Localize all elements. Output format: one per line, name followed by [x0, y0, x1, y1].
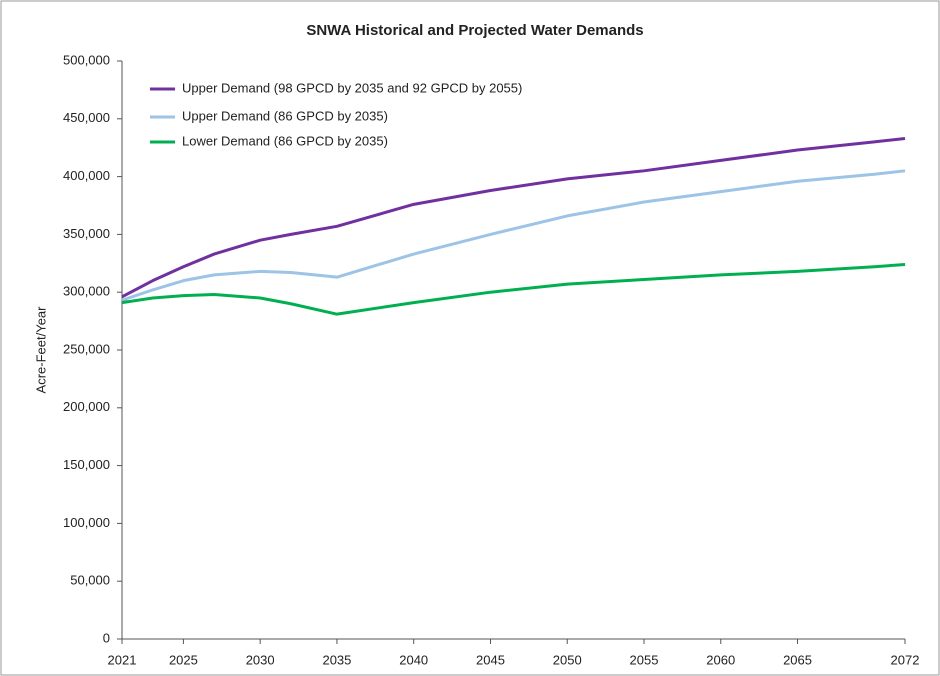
- y-tick-label: 250,000: [63, 341, 110, 356]
- y-tick-label: 300,000: [63, 284, 110, 299]
- y-tick-label: 100,000: [63, 515, 110, 530]
- series-line: [121, 169, 906, 302]
- y-axis-label: Acre-Feet/Year: [33, 306, 48, 394]
- y-tick-label: 400,000: [63, 168, 110, 183]
- series-line: [121, 136, 906, 299]
- x-tick-label: 2055: [630, 652, 659, 667]
- x-tick-label: 2021: [108, 652, 137, 667]
- x-tick-label: 2060: [706, 652, 735, 667]
- x-tick-label: 2065: [783, 652, 812, 667]
- y-tick-label: 50,000: [70, 573, 110, 588]
- legend-label: Upper Demand (98 GPCD by 2035 and 92 GPC…: [182, 80, 522, 95]
- y-tick-label: 350,000: [63, 226, 110, 241]
- x-tick-label: 2030: [246, 652, 275, 667]
- chart-title: SNWA Historical and Projected Water Dema…: [306, 22, 643, 39]
- y-tick-label: 150,000: [63, 457, 110, 472]
- x-tick-label: 2025: [169, 652, 198, 667]
- y-tick-label: 500,000: [63, 52, 110, 67]
- x-tick-label: 2035: [322, 652, 351, 667]
- x-tick-label: 2045: [476, 652, 505, 667]
- legend-label: Lower Demand (86 GPCD by 2035): [182, 133, 388, 148]
- x-tick-label: 2072: [891, 652, 920, 667]
- y-tick-label: 450,000: [63, 110, 110, 125]
- x-tick-label: 2050: [553, 652, 582, 667]
- y-tick-label: 0: [103, 630, 110, 645]
- series-line: [121, 262, 906, 316]
- x-tick-label: 2040: [399, 652, 428, 667]
- y-tick-label: 200,000: [63, 399, 110, 414]
- legend-label: Upper Demand (86 GPCD by 2035): [182, 108, 388, 123]
